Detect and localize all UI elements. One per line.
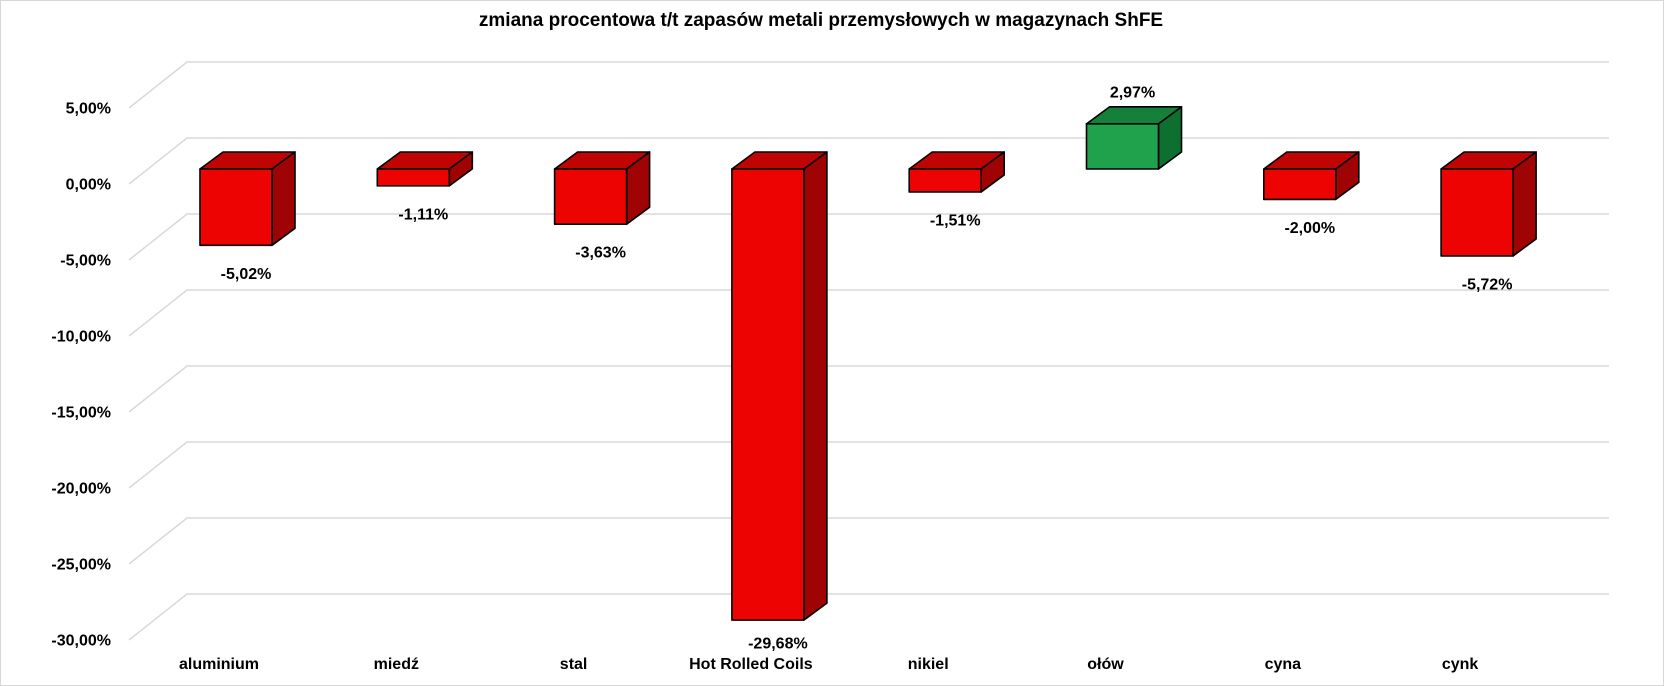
category-label-miedz: miedź — [374, 656, 419, 673]
bar-aluminium — [199, 151, 296, 247]
value-label-hot-rolled-coils: -29,68% — [748, 636, 808, 653]
bar-front-face — [199, 168, 273, 247]
gridline-5-00 — [128, 61, 1609, 109]
gridline-5-00 — [128, 213, 1609, 261]
category-label-hot-rolled-coils: Hot Rolled Coils — [689, 656, 813, 673]
gridline-15-00 — [128, 365, 1609, 413]
gridline-0-00 — [128, 137, 1609, 185]
gridline-30-00 — [128, 593, 1609, 641]
bar-side-face — [271, 151, 296, 247]
bar-olow — [1085, 106, 1183, 170]
bar-front-face — [1263, 168, 1337, 201]
y-axis-tick-label: -15,00% — [51, 405, 111, 422]
bar-stal — [553, 151, 651, 225]
bar-hot-rolled-coils — [731, 151, 828, 621]
value-label-cyna: -2,00% — [1284, 220, 1335, 237]
bar-side-face — [1512, 151, 1537, 257]
bar-nikiel — [908, 151, 1006, 193]
value-label-cynk: -5,72% — [1462, 276, 1513, 293]
category-label-aluminium: aluminium — [179, 656, 259, 673]
bar-front-face — [376, 168, 451, 187]
value-label-miedz: -1,11% — [398, 206, 448, 223]
labels-layer: 5,00% 0,00% -5,00% -10,00% -15,00% -20,00% -25… — [51, 84, 1512, 673]
gridline-25-00 — [128, 517, 1609, 565]
value-label-aluminium: -5,02% — [221, 266, 272, 283]
y-axis-tick-label: -20,00% — [51, 481, 111, 498]
bar-cynk — [1440, 151, 1537, 257]
y-axis-tick-label: -30,00% — [51, 633, 111, 650]
bar-front-face — [553, 168, 628, 225]
bar-side-face — [803, 151, 828, 621]
category-label-cyna: cyna — [1265, 656, 1302, 673]
bar-miedz — [376, 151, 474, 187]
value-label-nikiel: -1,51% — [930, 212, 981, 229]
bar-front-face — [908, 168, 983, 193]
bar-front-face — [1440, 168, 1514, 257]
gridline-10-00 — [128, 289, 1609, 337]
value-label-stal: -3,63% — [575, 245, 626, 262]
gridlines-layer — [128, 61, 1609, 641]
bar-front-face — [1085, 123, 1160, 170]
y-axis-tick-label: -5,00% — [60, 253, 111, 270]
category-label-nikiel: nikiel — [908, 656, 949, 673]
y-axis-tick-label: -10,00% — [51, 329, 111, 346]
y-axis-tick-label: 5,00% — [66, 101, 111, 118]
category-label-cynk: cynk — [1442, 656, 1479, 673]
y-axis-tick-label: 0,00% — [66, 177, 111, 194]
category-label-stal: stal — [560, 656, 588, 673]
bar-cyna — [1263, 151, 1360, 201]
bar-front-face — [731, 168, 805, 621]
category-label-olow: ołów — [1087, 656, 1124, 673]
chart-title: zmiana procentowa t/t zapasów metali prz… — [479, 10, 1163, 31]
gridline-20-00 — [128, 441, 1609, 489]
bars-layer — [199, 106, 1537, 621]
value-label-olow: 2,97% — [1110, 84, 1155, 101]
y-axis-tick-label: -25,00% — [51, 557, 111, 574]
